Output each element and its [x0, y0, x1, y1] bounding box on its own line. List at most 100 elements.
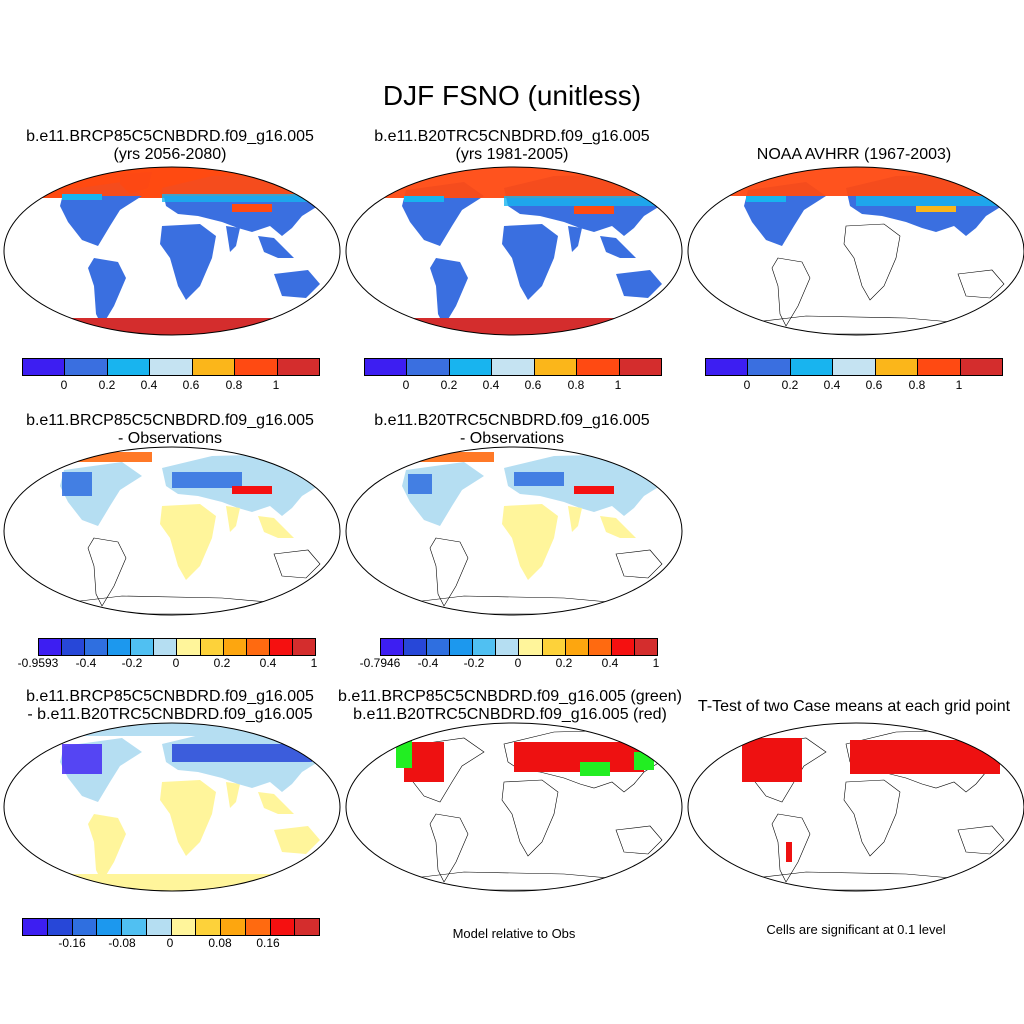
colorbar-cell [171, 919, 197, 935]
colorbar-cell [72, 919, 98, 935]
colorbar-panel-5-ticks: -0.7946 -0.4 -0.2 0 0.2 0.4 1 [360, 656, 660, 670]
colorbar-cell [542, 639, 566, 655]
panel-7-title: b.e11.BRCP85C5CNBDRD.f09_g16.005 (green)… [330, 688, 690, 724]
colorbar-cell [960, 359, 1002, 375]
panel-2-title-line1: b.e11.B20TRC5CNBDRD.f09_g16.005 [374, 128, 650, 145]
colorbar-cell [496, 639, 520, 655]
colorbar-cell [192, 359, 236, 375]
tick-label: 0.6 [524, 378, 542, 392]
panel-3-title-line1: NOAA AVHRR (1967-2003) [756, 146, 952, 163]
tick-label: 0 [172, 656, 180, 670]
tick-label: 0.2 [98, 378, 116, 392]
panel-7-title-line1: b.e11.BRCP85C5CNBDRD.f09_g16.005 (green) [338, 688, 682, 705]
panel-7-title-line2: b.e11.B20TRC5CNBDRD.f09_g16.005 (red) [353, 706, 667, 723]
tick-label: 0 [514, 656, 522, 670]
tick-label: 0.8 [225, 378, 243, 392]
panel-2-title-line2: (yrs 1981-2005) [455, 146, 569, 163]
panel-6-title: b.e11.BRCP85C5CNBDRD.f09_g16.005 - b.e11… [0, 688, 340, 724]
panel-4-title-line1: b.e11.BRCP85C5CNBDRD.f09_g16.005 [26, 412, 314, 429]
colorbar-panel-1 [22, 358, 320, 376]
significance-note: Cells are significant at 0.1 level [766, 922, 946, 937]
panel-6-title-line2: - b.e11.B20TRC5CNBDRD.f09_g16.005 [27, 706, 313, 723]
tick-label: -0.7946 [359, 656, 401, 670]
colorbar-cell [534, 359, 578, 375]
colorbar-cell [39, 639, 63, 655]
colorbar-cell [449, 359, 493, 375]
colorbar-cell [790, 359, 834, 375]
colorbar-cell [235, 359, 278, 375]
colorbar-panel-3-ticks: 0 0.2 0.4 0.6 0.8 1 [705, 378, 1003, 392]
panel-8-title-line1: T-Test of two Case means at each grid po… [697, 698, 1011, 715]
panel-4-title: b.e11.BRCP85C5CNBDRD.f09_g16.005 - Obser… [0, 412, 340, 448]
panel-1-title-line1: b.e11.BRCP85C5CNBDRD.f09_g16.005 [26, 128, 314, 145]
colorbar-cell [748, 359, 791, 375]
colorbar-cell [223, 639, 247, 655]
tick-label: 1 [614, 378, 622, 392]
tick-label: -0.2 [463, 656, 485, 670]
panel-1-title-line2: (yrs 2056-2080) [113, 146, 227, 163]
tick-label: 0.4 [140, 378, 158, 392]
tick-label: -0.16 [58, 936, 86, 950]
colorbar-cell [85, 639, 109, 655]
map-panel-1 [3, 166, 341, 336]
colorbar-cell [23, 359, 66, 375]
tick-label: 0.8 [908, 378, 926, 392]
tick-label: 0 [60, 378, 68, 392]
colorbar-cell [577, 359, 620, 375]
tick-label: 1 [955, 378, 963, 392]
colorbar-cell [245, 919, 271, 935]
colorbar-cell [619, 359, 661, 375]
tick-label: 0.4 [823, 378, 841, 392]
tick-label: -0.4 [417, 656, 439, 670]
panel-1-title: b.e11.BRCP85C5CNBDRD.f09_g16.005 (yrs 20… [0, 128, 340, 164]
tick-label: 0 [743, 378, 751, 392]
tick-label: 0 [402, 378, 410, 392]
panel-3-title: NOAA AVHRR (1967-2003) [684, 146, 1024, 164]
colorbar-panel-2-ticks: 0 0.2 0.4 0.6 0.8 1 [364, 378, 662, 392]
colorbar-panel-2 [364, 358, 662, 376]
colorbar-panel-6-ticks: -0.16 -0.08 0 0.08 0.16 [22, 936, 320, 950]
tick-label: 0.4 [482, 378, 500, 392]
tick-label: 0.2 [555, 656, 573, 670]
colorbar-cell [292, 639, 315, 655]
colorbar-cell [427, 639, 451, 655]
colorbar-cell [381, 639, 405, 655]
colorbar-cell [154, 639, 178, 655]
colorbar-panel-4-ticks: -0.9593 -0.4 -0.2 0 0.2 0.4 1 [18, 656, 318, 670]
tick-label: 0.6 [865, 378, 883, 392]
colorbar-cell [47, 919, 73, 935]
map-panel-7 [345, 722, 683, 892]
colorbar-cell [473, 639, 497, 655]
panel-8-title: T-Test of two Case means at each grid po… [684, 698, 1024, 716]
colorbar-cell [65, 359, 108, 375]
colorbar-cell [277, 359, 319, 375]
colorbar-cell [23, 919, 48, 935]
colorbar-panel-3 [705, 358, 1003, 376]
colorbar-cell [146, 919, 172, 935]
figure-title: DJF FSNO (unitless) [382, 80, 642, 111]
colorbar-cell [404, 639, 428, 655]
colorbar-cell [269, 639, 293, 655]
colorbar-cell [611, 639, 635, 655]
colorbar-cell [706, 359, 749, 375]
colorbar-cell [246, 639, 270, 655]
map-panel-2 [345, 166, 683, 336]
panel-5-title-line2: - Observations [459, 430, 565, 447]
tick-label: 0.4 [259, 656, 277, 670]
colorbar-cell [918, 359, 961, 375]
colorbar-cell [588, 639, 612, 655]
panel-5-title-line1: b.e11.B20TRC5CNBDRD.f09_g16.005 [374, 412, 650, 429]
colorbar-panel-4 [38, 638, 316, 656]
tick-label: 0.08 [208, 936, 232, 950]
tick-label: 0.2 [213, 656, 231, 670]
colorbar-cell [62, 639, 86, 655]
colorbar-panel-5 [380, 638, 658, 656]
colorbar-cell [107, 359, 151, 375]
colorbar-cell [131, 639, 155, 655]
colorbar-cell [450, 639, 474, 655]
tick-label: 0.8 [567, 378, 585, 392]
colorbar-cell [270, 919, 296, 935]
colorbar-cell [519, 639, 543, 655]
colorbar-cell [196, 919, 221, 935]
colorbar-cell [108, 639, 132, 655]
